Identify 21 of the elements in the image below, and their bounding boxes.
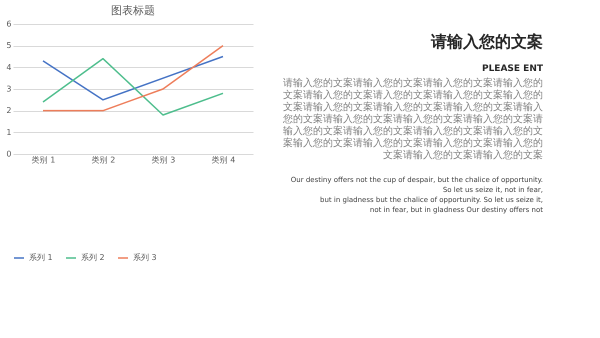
text: PLEASE ENT [482, 64, 544, 74]
text: 您的文案请输入您的文案请输入您的文案请输入您的文案请输入您的文案请输入您的文案请输入您的文案请输入您的文案输入您的文案请输入您的文案请输入您的文案请输入您的文案请输入您的文案请输入您的文案 [282, 113, 543, 161]
x-tick-label: 类别 3 [152, 156, 176, 164]
x-tick-label: 类别 2 [92, 156, 116, 164]
y-tick-label: 0 [6, 150, 12, 158]
legend-label: 系列 3 [133, 253, 157, 262]
x-tick-label: 类别 1 [32, 156, 56, 164]
y-tick-label: 2 [6, 106, 12, 116]
legend-label: 系列 1 [29, 253, 53, 262]
text: 请输入您的文案 [430, 32, 543, 51]
y-tick-label: 3 [6, 84, 12, 94]
y-tick-label: 6 [6, 20, 12, 28]
legend-label: 系列 2 [81, 253, 105, 262]
y-tick-label: 5 [6, 41, 12, 50]
y-tick-label: 4 [6, 62, 12, 72]
x-tick-label: 类别 4 [212, 156, 236, 164]
line-series [42, 56, 224, 101]
line-series [42, 58, 224, 116]
text: 请输入您的文案请输入您的文案请输入您的文案请输入您的文案请输入您的文案请入您的文案请输入您的文案输入您的文案请输入您的文案请输入您的文案请输入您的文案请输入 [283, 77, 543, 113]
chart-title: 图表标题 [111, 4, 155, 17]
y-tick-label: 1 [6, 128, 12, 137]
